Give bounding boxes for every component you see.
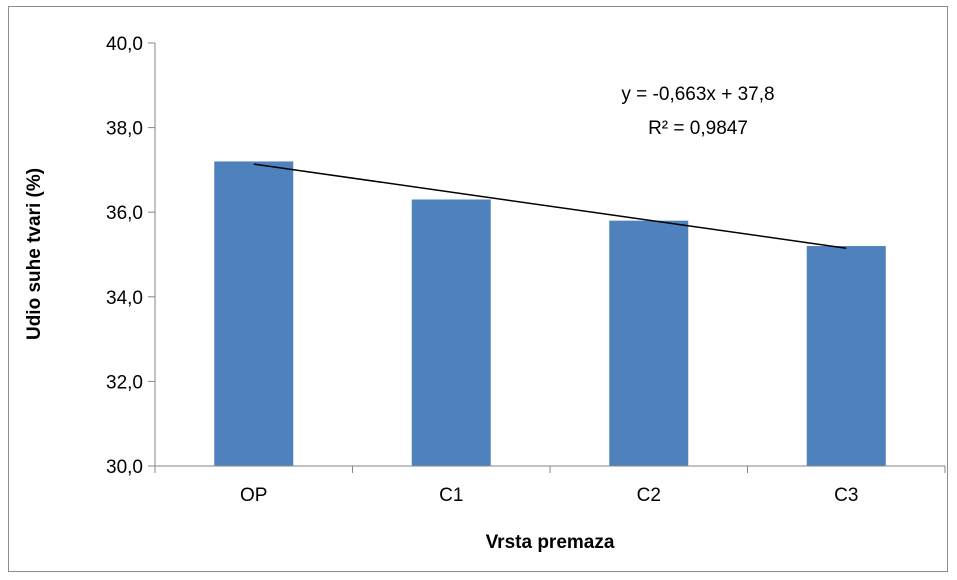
bar-c1 [411,199,491,466]
y-tick-label: 34,0 [106,288,143,309]
x-ticks: OP C1 C2 C3 [154,466,946,506]
y-tick-label: 30,0 [106,457,143,478]
x-tick-label: C1 [439,485,463,506]
y-tick-label: 38,0 [106,119,143,140]
bar-c3 [806,246,886,466]
y-tick-label: 32,0 [106,372,143,393]
y-tick-label: 36,0 [106,203,143,224]
bar-c2 [609,220,689,466]
x-axis-title: Vrsta premaza [486,532,615,553]
y-tick-label: 40,0 [106,34,143,55]
y-ticks: 30,0 32,0 34,0 36,0 38,0 40,0 [106,34,155,478]
x-tick-label: C2 [637,485,661,506]
y-axis-title: Udio suhe tvari (%) [24,168,45,340]
trendline [253,163,847,249]
trendline-equation: y = -0,663x + 37,8 [621,84,774,105]
x-tick-label: C3 [834,485,858,506]
trendline-r-squared: R² = 0,9847 [648,118,748,139]
bars-layer [214,161,886,466]
bar-op [214,161,294,466]
x-tick-label: OP [240,485,267,506]
